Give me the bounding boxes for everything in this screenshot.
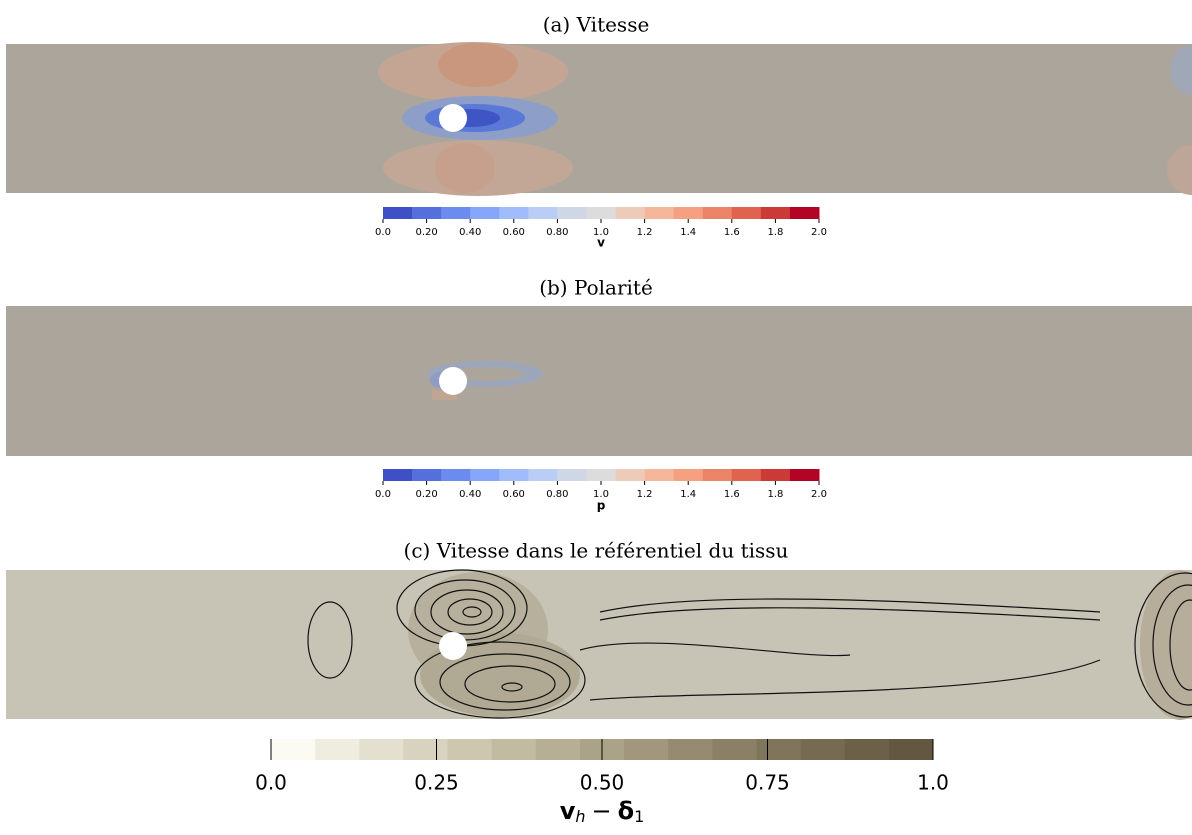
- panel-title: (b) Polarité: [539, 276, 653, 300]
- tick-label: 0.0: [375, 489, 391, 500]
- tick-label: 1.6: [724, 489, 740, 500]
- colorbar-swatch: [789, 469, 820, 481]
- colorbar-swatch: [712, 739, 757, 760]
- colorbar-swatch: [470, 469, 500, 481]
- label-part: δ: [618, 797, 635, 825]
- tick-label: 1.6: [724, 227, 740, 238]
- colorbar-swatch: [731, 207, 762, 219]
- tick-label: 0.60: [503, 489, 525, 500]
- colorbar-swatch: [615, 469, 646, 481]
- label-part: v: [560, 797, 576, 825]
- colorbar-swatch: [673, 207, 704, 219]
- colorbar-swatch: [383, 469, 413, 481]
- colorbar-swatch: [383, 207, 413, 219]
- colorbar-swatch: [359, 739, 404, 760]
- colorbar-swatch: [756, 739, 802, 760]
- colorbar-swatch: [624, 739, 669, 760]
- tick-label: 1.8: [767, 489, 783, 500]
- colorbar-swatch: [731, 469, 762, 481]
- colorbar-swatch: [586, 207, 617, 219]
- colorbar-swatch: [441, 207, 471, 219]
- tick-label: 1.2: [637, 489, 653, 500]
- colorbar-swatch: [470, 207, 500, 219]
- colorbar-swatch: [844, 739, 890, 760]
- colorbar-swatch: [499, 469, 529, 481]
- label-part: −: [592, 797, 612, 825]
- colorbar-swatch: [586, 469, 617, 481]
- field-b: [6, 306, 1192, 456]
- colorbar-swatch: [499, 207, 529, 219]
- colorbar-swatch: [441, 469, 471, 481]
- colorbar-swatch: [789, 207, 820, 219]
- tick-label: 1.4: [680, 227, 696, 238]
- colorbar-swatch: [412, 469, 442, 481]
- tick-label: 1.0: [593, 489, 609, 500]
- panel-title: (a) Vitesse: [543, 13, 650, 37]
- colorbar-swatch: [644, 207, 675, 219]
- tick-label: 0.50: [580, 771, 625, 795]
- colorbar-swatch: [557, 207, 587, 219]
- tick-label: 0.25: [414, 771, 459, 795]
- colorbar-swatch: [702, 207, 733, 219]
- tick-label: 1.0: [917, 771, 949, 795]
- tick-label: 0.60: [503, 227, 525, 238]
- tick-label: 0.20: [415, 227, 437, 238]
- colorbar-swatch: [615, 207, 646, 219]
- tick-label: 2.0: [811, 489, 827, 500]
- colorbar-label: v: [597, 236, 605, 250]
- colorbar-swatch: [888, 739, 934, 760]
- colorbar-swatch: [760, 207, 791, 219]
- tick-label: 0.40: [459, 227, 481, 238]
- tick-label: 2.0: [811, 227, 827, 238]
- colorbar-swatch: [447, 739, 493, 760]
- tick-label: 1.4: [680, 489, 696, 500]
- colorbar-swatch: [800, 739, 846, 760]
- colorbar-swatch: [528, 469, 558, 481]
- colorbar-swatch: [557, 469, 587, 481]
- colorbar-swatch: [760, 469, 791, 481]
- colorbar-swatch: [271, 739, 316, 760]
- colorbar-label: vh − δ1: [560, 797, 645, 826]
- colorbar-swatch: [644, 469, 675, 481]
- panel-title: (c) Vitesse dans le référentiel du tissu: [404, 539, 789, 563]
- colorbar-swatch: [491, 739, 537, 760]
- tick-label: 1.8: [767, 227, 783, 238]
- tick-label: 0.0: [255, 771, 287, 795]
- colorbar-swatch: [535, 739, 581, 760]
- field-a: [6, 42, 1192, 196]
- tick-label: 0.0: [375, 227, 391, 238]
- tick-label: 0.80: [546, 227, 568, 238]
- tick-label: 0.80: [546, 489, 568, 500]
- colorbar-swatch: [403, 739, 449, 760]
- tick-label: 0.20: [415, 489, 437, 500]
- colorbar-swatch: [673, 469, 704, 481]
- colorbar-swatch: [315, 739, 360, 760]
- colorbar-swatch: [412, 207, 442, 219]
- colorbar-label: p: [597, 499, 606, 513]
- label-part: h: [575, 807, 585, 826]
- tick-label: 0.75: [745, 771, 790, 795]
- tick-label: 0.40: [459, 489, 481, 500]
- field-c: [6, 569, 1192, 720]
- colorbar-swatch: [702, 469, 733, 481]
- colorbar-swatch: [528, 207, 558, 219]
- tick-label: 1.0: [593, 227, 609, 238]
- colorbar-swatch: [668, 739, 713, 760]
- tick-label: 1.2: [637, 227, 653, 238]
- label-part: 1: [634, 807, 644, 826]
